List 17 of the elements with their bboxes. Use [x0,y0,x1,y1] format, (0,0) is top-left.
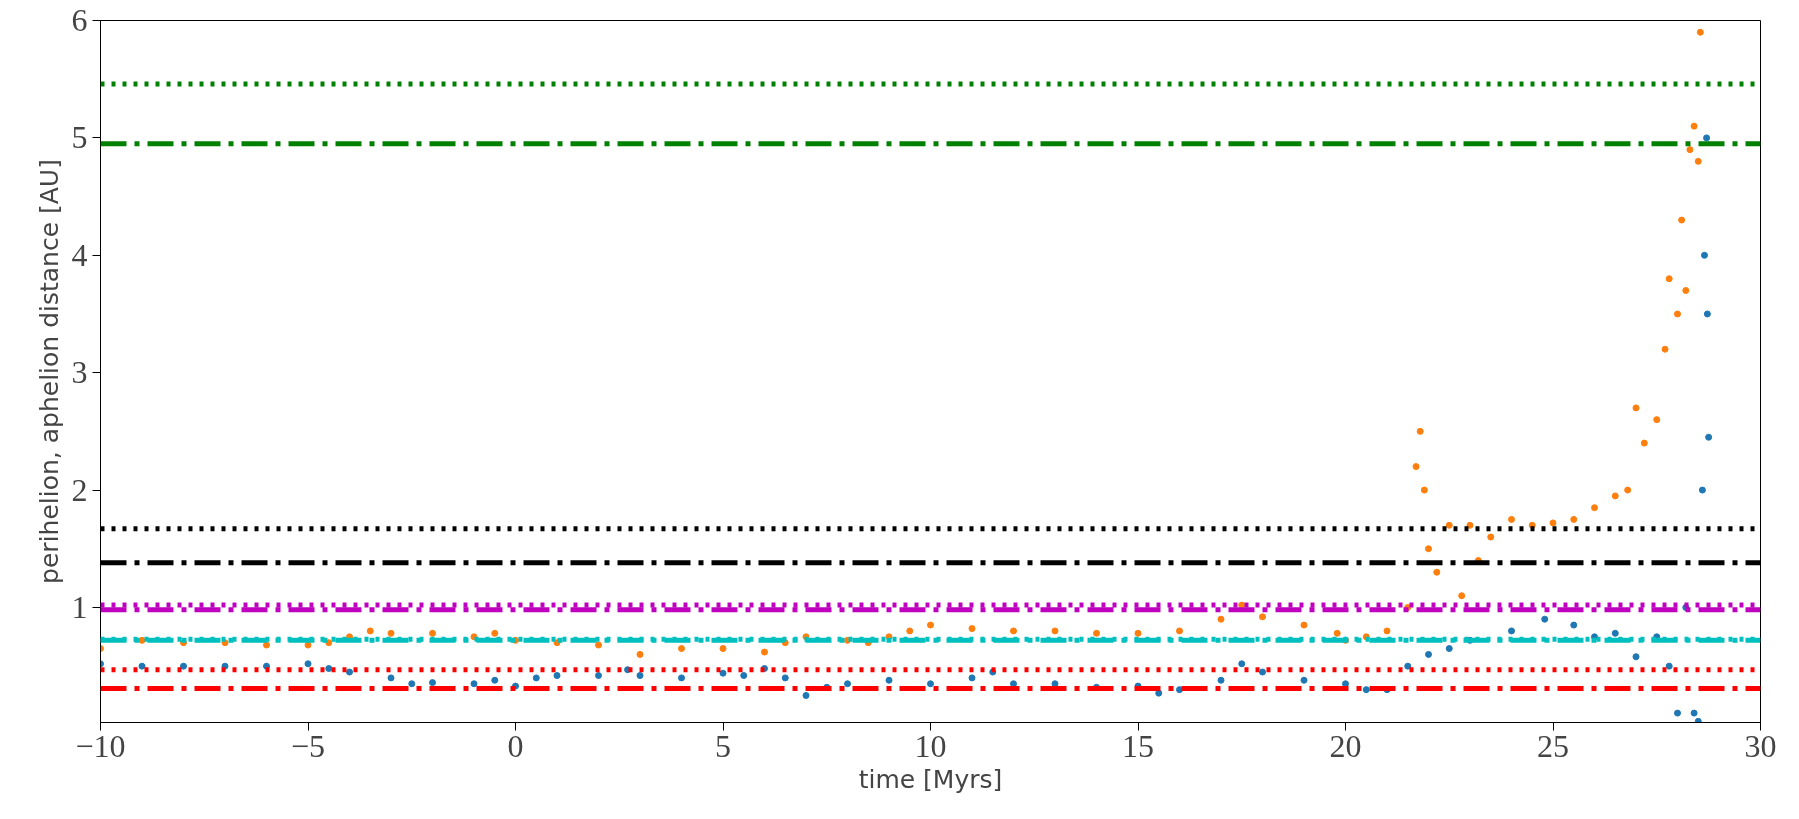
x-tick-label: 30 [1744,727,1777,764]
y-tick-label: 5 [71,119,88,156]
x-tick-label: −10 [75,727,126,764]
x-tick-label: 15 [1122,727,1154,764]
x-tick-label: 20 [1329,727,1362,764]
y-axis-title: perihelion, aphelion distance [AU] [34,159,64,584]
x-tick-label: −5 [290,727,326,764]
y-tick-label: 1 [71,588,88,625]
x-axis-title: time [Myrs] [858,764,1003,794]
y-tick-label: 6 [71,2,88,38]
y-tick-label: 4 [71,236,88,273]
x-tick-label: 5 [715,727,731,764]
y-tick-label: 3 [71,354,88,391]
x-tick-label: 25 [1537,727,1569,764]
x-tick-label: 10 [914,727,947,764]
x-tick-label: 0 [507,727,524,764]
y-tick-label: 2 [71,471,88,508]
